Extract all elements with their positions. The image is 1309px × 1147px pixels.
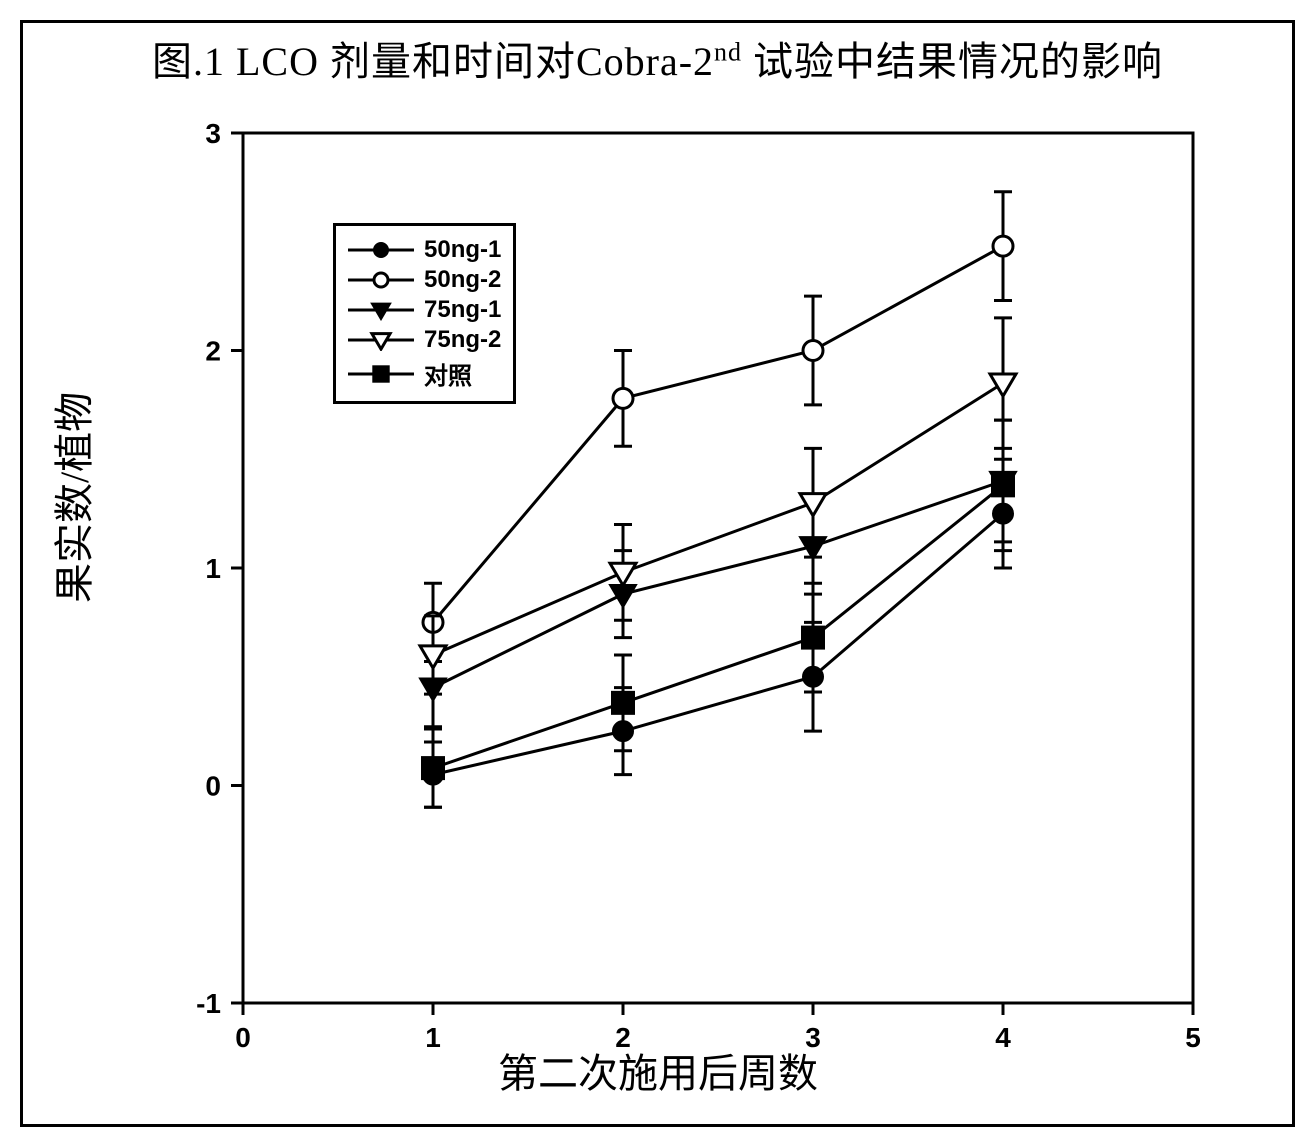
svg-text:0: 0 xyxy=(205,771,221,802)
legend: 50ng-150ng-275ng-175ng-2对照 xyxy=(333,223,516,404)
svg-text:4: 4 xyxy=(995,1022,1011,1053)
legend-label: 75ng-2 xyxy=(424,326,501,354)
legend-label: 75ng-1 xyxy=(424,296,501,324)
svg-text:0: 0 xyxy=(235,1022,251,1053)
title-sup: nd xyxy=(714,38,742,67)
legend-item: 75ng-2 xyxy=(346,326,501,354)
svg-text:-1: -1 xyxy=(196,988,221,1019)
legend-item: 50ng-1 xyxy=(346,236,501,264)
legend-swatch xyxy=(346,329,416,351)
y-axis-label: 果实数/植物 xyxy=(42,392,100,603)
legend-label: 50ng-2 xyxy=(424,266,501,294)
figure-container: 图.1 LCO 剂量和时间对Cobra-2nd 试验中结果情况的影响 0 1 2 3 4… xyxy=(20,20,1295,1127)
legend-swatch xyxy=(346,299,416,321)
legend-item: 75ng-1 xyxy=(346,296,501,324)
legend-label: 对照 xyxy=(424,356,472,391)
legend-item: 50ng-2 xyxy=(346,266,501,294)
plot-area: 012345-10123 果实数/植物 第二次施用后周数 50ng-150ng-… xyxy=(63,103,1253,1103)
chart-svg: 012345-10123 xyxy=(63,103,1253,1103)
svg-text:3: 3 xyxy=(205,118,221,149)
svg-text:1: 1 xyxy=(205,553,221,584)
legend-item: 对照 xyxy=(346,356,501,391)
legend-swatch xyxy=(346,363,416,385)
legend-swatch xyxy=(346,239,416,261)
figure-title: 图.1 LCO 剂量和时间对Cobra-2nd 试验中结果情况的影响 xyxy=(23,23,1292,93)
x-axis-label: 第二次施用后周数 xyxy=(498,1041,818,1099)
title-suffix: 试验中结果情况的影响 xyxy=(742,39,1163,84)
svg-text:5: 5 xyxy=(1185,1022,1201,1053)
legend-label: 50ng-1 xyxy=(424,236,501,264)
svg-text:1: 1 xyxy=(425,1022,441,1053)
title-prefix: 图.1 LCO 剂量和时间对Cobra-2 xyxy=(152,39,714,84)
svg-text:2: 2 xyxy=(205,336,221,367)
legend-swatch xyxy=(346,269,416,291)
